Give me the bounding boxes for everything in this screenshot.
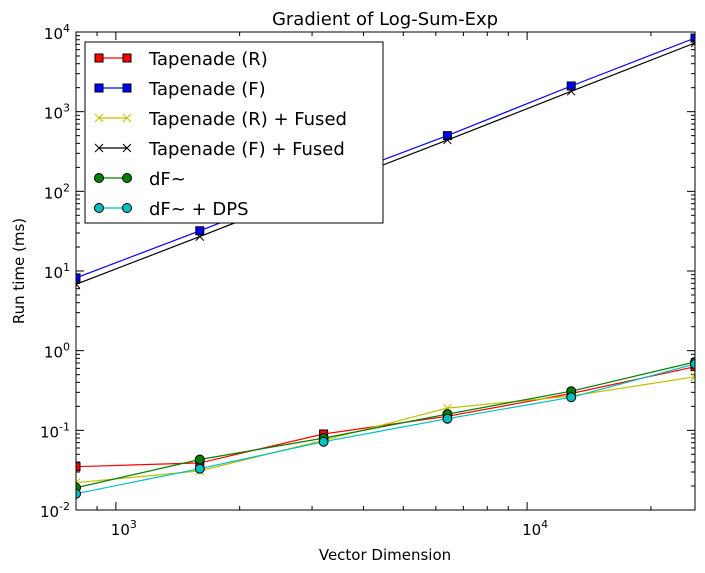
series-1-point [566,81,576,91]
series-5-point [442,413,453,424]
legend-label: Tapenade (F) [148,79,266,100]
y-tick-label: 104 [44,22,70,43]
series-4-point [194,454,205,465]
legend: Tapenade (R) Tapenade (F) Tapenade (R) + F… [84,41,384,224]
legend-marker [122,203,132,213]
legend-label: dF~ [149,169,186,190]
legend-box [84,41,384,224]
series-1-point [690,33,695,43]
x-tick-label: 103 [111,518,137,539]
series-line-1 [76,37,695,279]
y-tick-label: 101 [44,261,70,282]
legend-marker [122,143,132,153]
x-tick-label: 104 [522,518,548,539]
series-5-point [566,392,577,403]
series-3-point [690,38,695,48]
series-line-4 [76,361,695,489]
legend-item: dF~ [94,169,186,190]
y-tick-label: 10-2 [40,500,70,521]
legend-label: Tapenade (R) [148,49,268,70]
y-axis-title: Run time (ms) [10,218,28,324]
legend-marker [94,113,104,123]
legend-marker [94,143,104,153]
series-3-point [76,279,81,289]
minor-ticks [76,32,695,510]
y-tick-label: 100 [44,341,70,362]
legend-item: Tapenade (R) + Fused [94,109,347,130]
axes-frame [75,31,696,511]
y-tick-label: 102 [44,181,70,202]
x-axis-title: Vector Dimension [319,546,451,564]
legend-label: Tapenade (R) + Fused [148,109,347,130]
series-1-point [76,273,81,283]
legend-label: Tapenade (F) + Fused [148,139,345,160]
legend-marker [122,53,132,63]
series-line-3 [76,42,695,285]
series-3-point [443,135,452,145]
legend-item: Tapenade (R) [94,49,268,70]
plot-area: 10-2 10-1 100 101 102 103 104 103 104 [40,22,696,539]
legend-item: dF~ + DPS [94,199,249,220]
series-3-point [195,232,205,241]
series-0-point [76,462,81,472]
y-tick-label: 10-1 [40,420,70,441]
series-group [76,33,695,499]
series-5-point [194,463,205,474]
legend-item: Tapenade (F) + Fused [94,139,345,160]
legend-marker [122,83,132,93]
series-5-point [690,359,695,370]
series-2-point [690,372,695,382]
series-line-5 [76,363,695,495]
series-3-point [566,86,576,96]
legend-item: Tapenade (F) [94,79,266,100]
series-5-point [76,488,81,499]
legend-marker [94,83,104,93]
legend-marker [122,173,132,183]
series-line-0 [76,366,695,468]
legend-marker [94,203,104,213]
legend-marker [94,53,104,63]
legend-marker [94,173,104,183]
series-5-point [318,436,329,447]
legend-label: dF~ + DPS [149,199,249,220]
legend-marker [122,113,132,123]
y-tick-label: 103 [44,102,70,123]
chart-title: Gradient of Log-Sum-Exp [272,9,498,30]
series-1-point [195,226,205,236]
